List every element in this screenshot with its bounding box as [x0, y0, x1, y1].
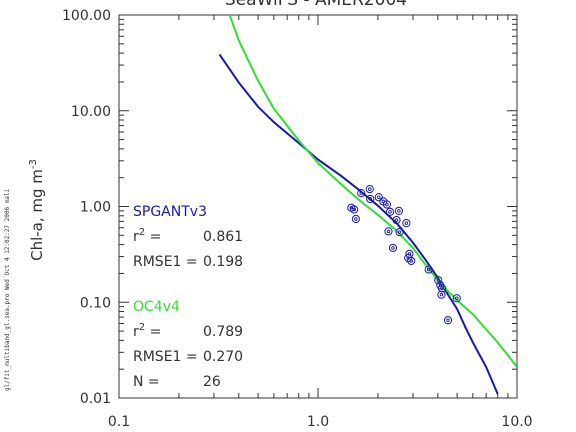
y-axis-label: Chl-a, mg m-3 [28, 159, 46, 261]
data-point [392, 216, 401, 225]
stat-value: 0.789 [203, 324, 243, 340]
y-axis: 0.01 0.10 1.00 10.00 100.00 [62, 8, 517, 407]
data-point [351, 214, 360, 224]
data-point [366, 194, 375, 204]
svg-text:Chl-a, mg m-3: Chl-a, mg m-3 [28, 159, 46, 261]
y-axis-label-exponent: -3 [28, 159, 39, 169]
series-line-spgantv3 [218, 53, 499, 395]
data-point [443, 316, 453, 325]
stat-label: r2 = [133, 227, 161, 245]
data-point [365, 184, 374, 194]
legend-oc4v4: OC4v4 [133, 299, 180, 315]
x-tick-label: 10.0 [501, 414, 532, 430]
x-axis: 0.1 1.0 10.0 [108, 15, 533, 430]
legend-stats: SPGANTv3 r2 = 0.861 RMSE1 = 0.198 OC4v4 r2 = 0.… [133, 204, 243, 390]
data-points [347, 184, 461, 325]
chart-title: SeaWiFS - AMER2004 [225, 0, 407, 10]
data-point [388, 243, 398, 252]
stat-label: r2 = [133, 322, 161, 340]
stat-value: 0.198 [203, 254, 243, 270]
y-tick-label: 1.00 [80, 200, 111, 216]
series-line-oc4v4 [228, 15, 517, 368]
stat-label: RMSE1 = [133, 254, 198, 270]
data-point [374, 193, 383, 202]
data-point [437, 290, 446, 299]
data-point [395, 228, 404, 237]
legend-spgantv3: SPGANTv3 [133, 204, 207, 220]
data-point [394, 206, 404, 215]
x-tick-label: 0.1 [108, 414, 130, 430]
data-point [350, 205, 359, 214]
side-note: gl/fit_multiband_gl.sea.pro Wed Oct 4 12… [4, 188, 11, 391]
data-point [424, 265, 433, 274]
y-tick-label: 10.00 [71, 104, 111, 120]
data-point [405, 249, 414, 258]
data-point [452, 294, 461, 303]
data-point [385, 207, 395, 216]
data-point [357, 189, 366, 198]
data-point [434, 276, 443, 285]
stat-label: RMSE1 = [133, 349, 198, 365]
stat-value: 0.270 [203, 349, 243, 365]
data-point [382, 200, 392, 209]
stat-label: N = [133, 374, 160, 390]
stat-value: 26 [203, 374, 221, 390]
stat-value: 0.861 [203, 229, 243, 245]
y-tick-label: 100.00 [62, 8, 111, 24]
data-point [384, 227, 393, 236]
data-point [437, 284, 447, 293]
y-tick-label: 0.10 [80, 295, 111, 311]
x-tick-label: 1.0 [307, 414, 329, 430]
data-point [402, 219, 411, 228]
fit-curves [218, 15, 517, 395]
y-tick-label: 0.01 [80, 391, 111, 407]
data-point [407, 256, 416, 266]
y-axis-label-main: Chl-a, mg m [28, 169, 46, 261]
